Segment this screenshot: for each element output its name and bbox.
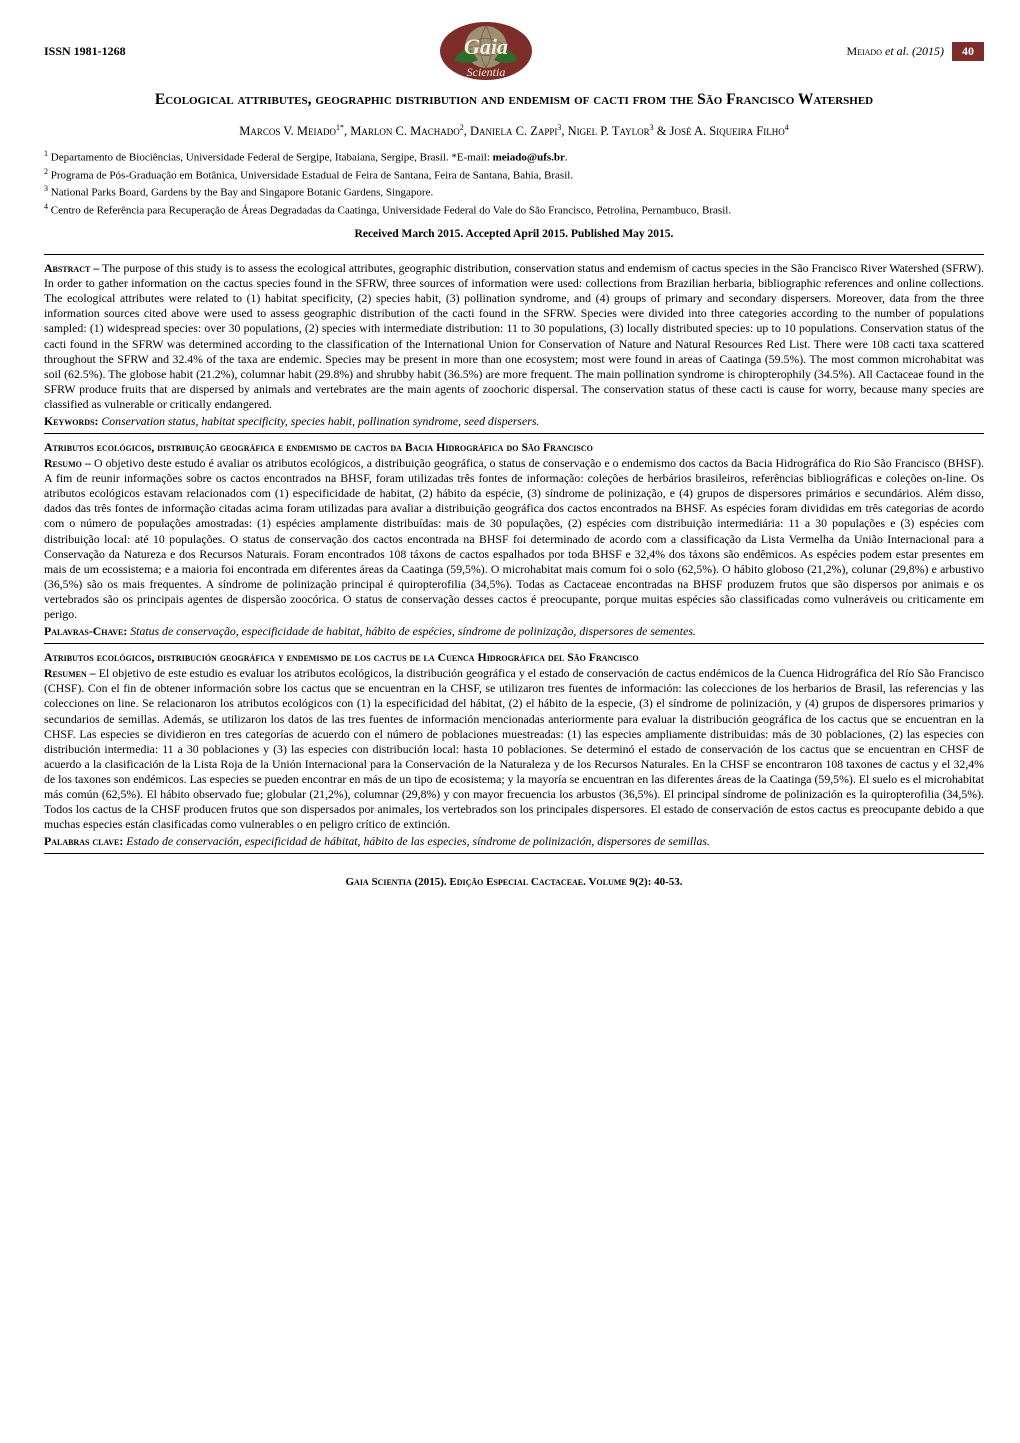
header-right: Meiado et al. (2015) 40 <box>846 42 984 61</box>
separator-4 <box>44 853 984 854</box>
authors-line: Marcos V. Meiado1*, Marlon C. Machado2, … <box>44 123 984 139</box>
keywords-en: Keywords: Conservation status, habitat s… <box>44 414 984 429</box>
header-authors-short: Meiado et al. (2015) <box>846 44 944 59</box>
separator-1 <box>44 254 984 255</box>
abstract-es-title: Atributos ecológicos, distribución geogr… <box>44 650 984 665</box>
separator-2 <box>44 433 984 434</box>
logo-text-bottom: Scientia <box>467 65 506 79</box>
abstract-pt: Resumo – O objetivo deste estudo é avali… <box>44 456 984 622</box>
affiliations: 1 Departamento de Biociências, Universid… <box>44 149 984 218</box>
abstract-en: Abstract – The purpose of this study is … <box>44 261 984 412</box>
journal-logo: Gaia Scientia <box>432 20 540 82</box>
separator-3 <box>44 643 984 644</box>
logo-text-top: Gaia <box>464 34 508 59</box>
header-bar: ISSN 1981-1268 Gaia Scientia Meiado et <box>44 20 984 82</box>
abstract-pt-title: Atributos ecológicos, distribuição geogr… <box>44 440 984 455</box>
page-number-box: 40 <box>952 42 984 61</box>
issn-text: ISSN 1981-1268 <box>44 44 126 59</box>
page: ISSN 1981-1268 Gaia Scientia Meiado et <box>0 0 1020 908</box>
keywords-pt: Palavras-Chave: Status de conservação, e… <box>44 624 984 639</box>
corresponding-email: meiado@ufs.br <box>493 152 565 164</box>
keywords-es: Palabras clave: Estado de conservación, … <box>44 834 984 849</box>
abstract-es: Resumen – El objetivo de este estudio es… <box>44 666 984 832</box>
received-line: Received March 2015. Accepted April 2015… <box>44 228 984 240</box>
footer-citation: Gaia Scientia (2015). Edição Especial Ca… <box>44 876 984 888</box>
page-title: Ecological attributes, geographic distri… <box>104 90 924 111</box>
